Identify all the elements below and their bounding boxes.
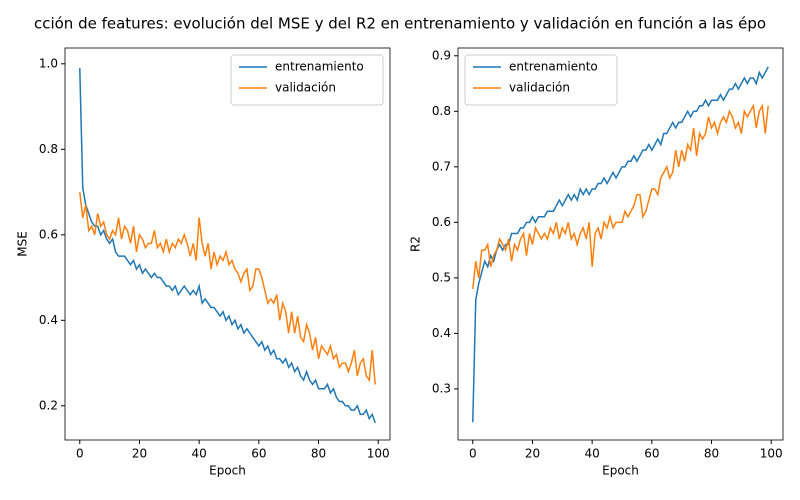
- x-tick-label: 20: [525, 447, 540, 461]
- x-tick-label: 100: [760, 447, 783, 461]
- x-tick-label: 80: [311, 447, 326, 461]
- figure-title: cción de features: evolución del MSE y d…: [34, 15, 766, 33]
- y-tick-label: 1.0: [39, 56, 58, 70]
- x-tick-label: 0: [76, 447, 84, 461]
- y-tick-label: 0.4: [39, 313, 58, 327]
- legend-label: entrenamiento: [275, 60, 364, 74]
- x-tick-label: 80: [704, 447, 719, 461]
- axes: 0 20 40 60 80 100 0.3 0.4 0.5 0.6 0.7 0.8 0.9 Epoch R2…: [409, 47, 784, 478]
- x-tick-label: 100: [367, 447, 390, 461]
- legend: entrenamiento validación: [464, 54, 618, 106]
- legend-label: validación: [275, 81, 336, 95]
- series-line: [472, 66, 769, 423]
- x-tick-label: 40: [192, 447, 207, 461]
- x-tick-label: 60: [644, 447, 659, 461]
- x-axis-label: Epoch: [602, 464, 639, 478]
- series-line: [79, 68, 376, 424]
- legend: entrenamiento validación: [230, 54, 384, 106]
- x-tick-label: 40: [585, 447, 600, 461]
- legend-box: [464, 54, 618, 106]
- axes-frame: [457, 47, 784, 441]
- y-axis-label: R2: [409, 236, 423, 252]
- x-axis-label: Epoch: [209, 464, 246, 478]
- axes: 0 20 40 60 80 100 0.2 0.4 0.6 0.8 1.0 Epoch MSE entre…: [16, 47, 391, 478]
- y-tick-label: 0.9: [432, 48, 451, 62]
- legend-label: entrenamiento: [509, 60, 598, 74]
- y-tick-label: 0.6: [39, 227, 58, 241]
- x-tick-label: 20: [132, 447, 147, 461]
- axes-frame: [64, 47, 391, 441]
- series-line: [79, 191, 376, 385]
- y-tick-label: 0.8: [432, 104, 451, 118]
- y-tick-label: 0.2: [39, 398, 58, 412]
- y-tick-label: 0.5: [432, 270, 451, 284]
- y-tick-label: 0.7: [432, 159, 451, 173]
- legend-label: validación: [509, 81, 570, 95]
- x-tick-label: 60: [251, 447, 266, 461]
- x-tick-label: 0: [469, 447, 477, 461]
- y-tick-label: 0.8: [39, 142, 58, 156]
- y-tick-label: 0.6: [432, 215, 451, 229]
- series-line: [472, 103, 769, 290]
- y-tick-label: 0.4: [432, 326, 451, 340]
- y-tick-label: 0.3: [432, 381, 451, 395]
- legend-box: [230, 54, 384, 106]
- y-axis-label: MSE: [16, 231, 30, 257]
